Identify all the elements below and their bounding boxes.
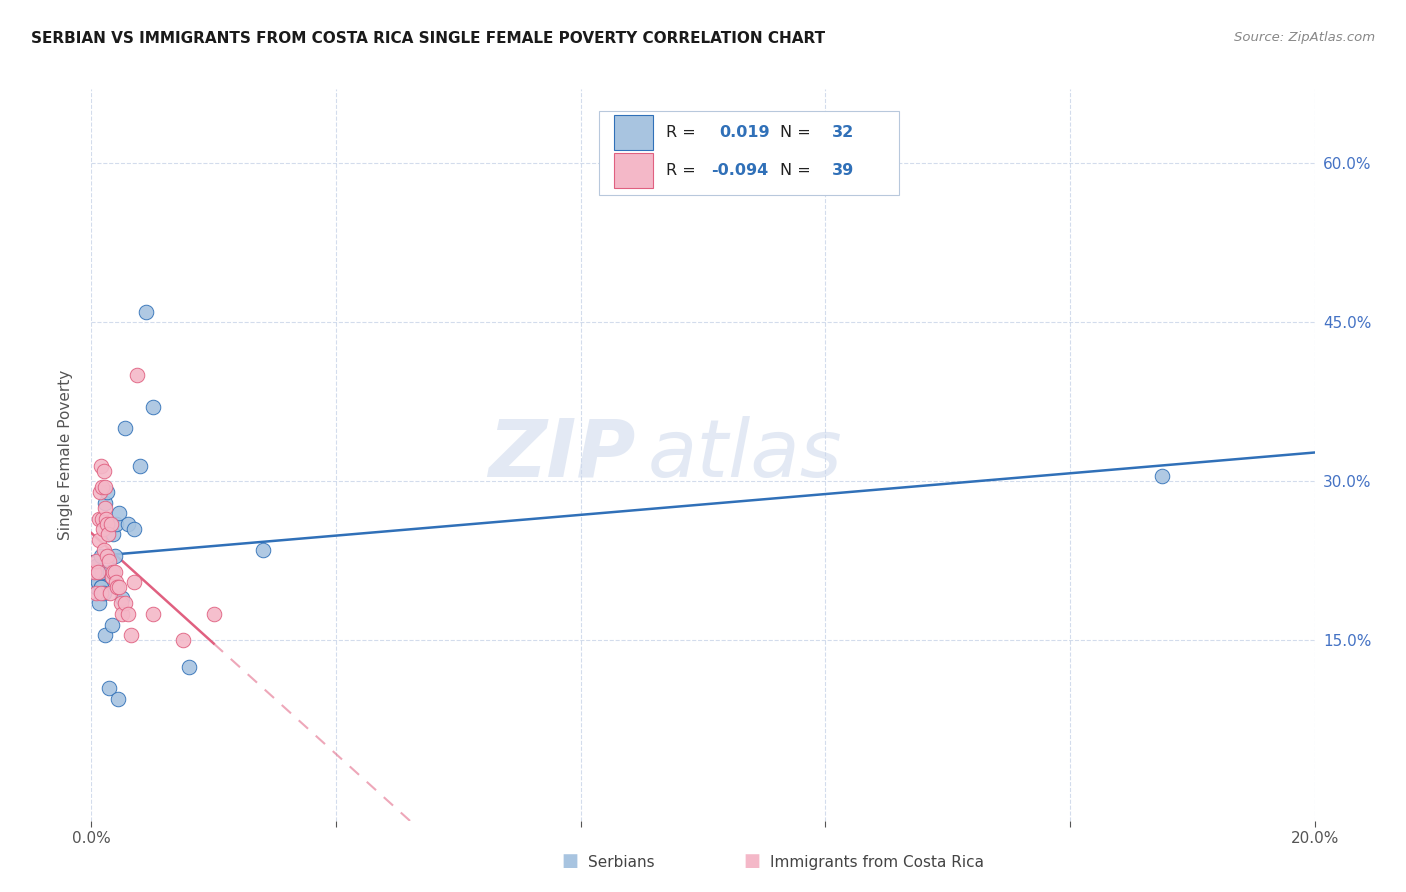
Point — [94, 480, 117, 494]
Point — [111, 607, 134, 621]
Point — [90, 581, 112, 595]
Text: R =: R = — [666, 125, 696, 140]
Point — [90, 480, 112, 494]
Point — [98, 585, 121, 599]
Point — [100, 617, 122, 632]
Point — [96, 549, 118, 563]
Point — [94, 628, 117, 642]
Point — [141, 607, 163, 621]
Text: -0.094: -0.094 — [711, 163, 769, 178]
Point — [89, 485, 111, 500]
Point — [202, 607, 225, 621]
Point — [105, 581, 128, 595]
Point — [94, 511, 117, 525]
Y-axis label: Single Female Poverty: Single Female Poverty — [58, 370, 73, 540]
Text: N =: N = — [780, 163, 811, 178]
Text: ■: ■ — [744, 852, 761, 870]
Point — [127, 368, 149, 383]
Point — [129, 458, 152, 473]
Point — [101, 527, 124, 541]
FancyBboxPatch shape — [599, 112, 898, 195]
Point — [87, 565, 110, 579]
Point — [100, 516, 122, 531]
Text: SERBIAN VS IMMIGRANTS FROM COSTA RICA SINGLE FEMALE POVERTY CORRELATION CHART: SERBIAN VS IMMIGRANTS FROM COSTA RICA SI… — [31, 31, 825, 46]
Text: Immigrants from Costa Rica: Immigrants from Costa Rica — [770, 855, 984, 870]
Point — [90, 581, 112, 595]
Point — [107, 691, 129, 706]
Point — [87, 511, 110, 525]
Point — [114, 421, 136, 435]
Point — [94, 495, 117, 509]
Point — [93, 464, 115, 478]
Point — [114, 596, 136, 610]
Text: Serbians: Serbians — [588, 855, 654, 870]
Point — [179, 660, 201, 674]
Bar — [613, 153, 652, 188]
Point — [97, 554, 120, 568]
Point — [110, 596, 132, 610]
Point — [84, 554, 107, 568]
Text: 32: 32 — [831, 125, 853, 140]
Text: ■: ■ — [561, 852, 578, 870]
Point — [135, 305, 157, 319]
Point — [89, 596, 111, 610]
Point — [141, 401, 163, 415]
Point — [91, 565, 114, 579]
Point — [84, 581, 107, 595]
Point — [122, 575, 145, 590]
Point — [93, 543, 115, 558]
Point — [93, 585, 115, 599]
Point — [83, 565, 105, 579]
Point — [1150, 469, 1173, 483]
Point — [117, 516, 139, 531]
Point — [84, 559, 107, 574]
Point — [90, 549, 112, 563]
Point — [104, 516, 127, 531]
Point — [97, 527, 120, 541]
Point — [104, 565, 127, 579]
Text: 39: 39 — [831, 163, 853, 178]
Point — [90, 585, 112, 599]
Point — [252, 543, 274, 558]
Point — [104, 575, 127, 590]
Point — [86, 575, 108, 590]
Text: N =: N = — [780, 125, 811, 140]
Point — [97, 527, 120, 541]
Bar — [613, 115, 652, 150]
Text: atlas: atlas — [648, 416, 842, 494]
Point — [100, 570, 122, 584]
Text: R =: R = — [666, 163, 696, 178]
Point — [86, 565, 108, 579]
Point — [96, 516, 118, 531]
Point — [94, 500, 117, 515]
Point — [90, 458, 112, 473]
Text: ZIP: ZIP — [488, 416, 636, 494]
Point — [96, 485, 118, 500]
Point — [104, 549, 127, 563]
Point — [117, 607, 139, 621]
Point — [91, 511, 114, 525]
Text: Source: ZipAtlas.com: Source: ZipAtlas.com — [1234, 31, 1375, 45]
Point — [101, 565, 124, 579]
Point — [97, 681, 120, 695]
Point — [172, 633, 194, 648]
Point — [108, 506, 131, 520]
Text: 0.019: 0.019 — [718, 125, 769, 140]
Point — [111, 591, 134, 605]
Point — [108, 581, 131, 595]
Point — [89, 533, 111, 547]
Point — [84, 585, 107, 599]
Point — [122, 522, 145, 536]
Point — [91, 522, 114, 536]
Point — [120, 628, 142, 642]
Point — [98, 565, 121, 579]
